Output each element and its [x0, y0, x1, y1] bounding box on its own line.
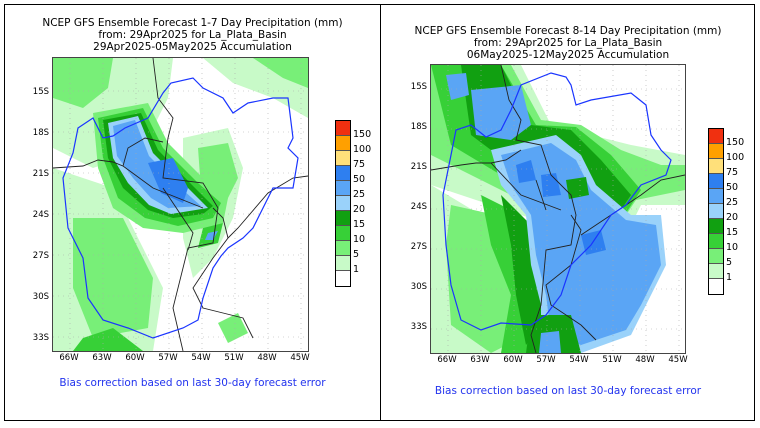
- legend-swatch: [709, 159, 723, 174]
- legend-label: 10: [726, 242, 739, 253]
- lat-label: 33S: [32, 333, 49, 343]
- legend-swatch: [336, 121, 350, 136]
- lon-label: 51W: [602, 355, 622, 365]
- lon-label: 63W: [92, 353, 112, 363]
- legend-label: 20: [726, 212, 739, 223]
- legend-label: 100: [353, 144, 372, 155]
- legend-swatch: [336, 256, 350, 271]
- legend-swatch: [336, 136, 350, 151]
- lon-label: 51W: [224, 353, 244, 363]
- lon-label: 57W: [158, 353, 178, 363]
- legend-swatch: [709, 219, 723, 234]
- legend-label: 5: [353, 249, 360, 260]
- panel-subtitle-period: 06May2025-12May2025 Accumulation: [466, 49, 670, 61]
- legend-swatch: [336, 211, 350, 226]
- bias-correction-note: Bias correction based on last 30-day for…: [59, 377, 326, 389]
- legend-label: 1: [726, 272, 733, 283]
- legend-swatch: [336, 151, 350, 166]
- legend-swatch: [709, 189, 723, 204]
- legend-label: 20: [353, 204, 366, 215]
- lat-label: 21S: [410, 162, 427, 172]
- precip-fill: [431, 65, 685, 353]
- lon-label: 54W: [191, 353, 211, 363]
- legend-label: 50: [353, 174, 366, 185]
- legend-swatch: [709, 174, 723, 189]
- lon-label: 66W: [59, 353, 79, 363]
- grid-lines: [431, 65, 685, 353]
- precip-map-week2: [430, 64, 686, 354]
- color-legend: [335, 120, 351, 287]
- panel-title: NCEP GFS Ensemble Forecast 8-14 Day Prec…: [414, 25, 722, 37]
- figure-frame: [4, 4, 755, 421]
- forecast-panel-week1: NCEP GFS Ensemble Forecast 1-7 Day Preci…: [5, 5, 380, 420]
- legend-label: 150: [726, 137, 745, 148]
- legend-label: 10: [353, 234, 366, 245]
- panel-subtitle-period: 29Apr2025-05May2025 Accumulation: [93, 41, 292, 53]
- lat-label: 15S: [410, 82, 427, 92]
- lon-label: 48W: [257, 353, 277, 363]
- bias-correction-note: Bias correction based on last 30-day for…: [434, 385, 702, 397]
- lon-label: 57W: [536, 355, 556, 365]
- forecast-panel-week2: NCEP GFS Ensemble Forecast 8-14 Day Prec…: [381, 5, 755, 420]
- lat-label: 33S: [410, 322, 427, 332]
- legend-label: 100: [726, 152, 745, 163]
- legend-label: 75: [726, 167, 739, 178]
- lon-label: 63W: [470, 355, 490, 365]
- legend-swatch: [336, 241, 350, 256]
- lat-label: 27S: [410, 242, 427, 252]
- legend-swatch: [336, 271, 350, 286]
- lat-label: 15S: [32, 87, 49, 97]
- panel-subtitle-from: from: 29Apr2025 for La_Plata_Basin: [473, 37, 663, 49]
- legend-swatch: [336, 166, 350, 181]
- color-legend: [708, 128, 724, 295]
- legend-label: 15: [353, 219, 366, 230]
- lon-label: 54W: [569, 355, 589, 365]
- lon-label: 45W: [668, 355, 688, 365]
- lon-label: 66W: [437, 355, 457, 365]
- precip-map-week1: [52, 57, 309, 352]
- legend-swatch: [709, 234, 723, 249]
- legend-label: 15: [726, 227, 739, 238]
- legend-swatch: [336, 226, 350, 241]
- lat-label: 18S: [410, 122, 427, 132]
- legend-swatch: [709, 249, 723, 264]
- legend-label: 25: [353, 189, 366, 200]
- lat-label: 24S: [410, 202, 427, 212]
- lon-label: 45W: [290, 353, 310, 363]
- lat-label: 21S: [32, 169, 49, 179]
- country-borders: [431, 65, 685, 353]
- precip-fill: [53, 58, 308, 351]
- basin-outline: [442, 72, 672, 331]
- panel-title: NCEP GFS Ensemble Forecast 1-7 Day Preci…: [42, 17, 343, 29]
- legend-swatch: [709, 279, 723, 294]
- panel-divider: [380, 4, 381, 421]
- lat-label: 30S: [410, 282, 427, 292]
- legend-label: 150: [353, 129, 372, 140]
- legend-label: 1: [353, 264, 360, 275]
- legend-swatch: [336, 181, 350, 196]
- lon-label: 48W: [635, 355, 655, 365]
- legend-label: 5: [726, 257, 733, 268]
- lat-label: 27S: [32, 251, 49, 261]
- legend-label: 50: [726, 182, 739, 193]
- lat-label: 18S: [32, 128, 49, 138]
- lon-label: 60W: [125, 353, 145, 363]
- legend-swatch: [709, 204, 723, 219]
- lon-label: 60W: [503, 355, 523, 365]
- lat-label: 24S: [32, 210, 49, 220]
- panel-subtitle-from: from: 29Apr2025 for La_Plata_Basin: [98, 29, 287, 41]
- basin-outline: [62, 77, 299, 339]
- legend-swatch: [709, 264, 723, 279]
- legend-label: 75: [353, 159, 366, 170]
- legend-swatch: [709, 129, 723, 144]
- legend-swatch: [336, 196, 350, 211]
- lat-label: 30S: [32, 292, 49, 302]
- country-borders: [53, 58, 308, 351]
- legend-label: 25: [726, 197, 739, 208]
- legend-swatch: [709, 144, 723, 159]
